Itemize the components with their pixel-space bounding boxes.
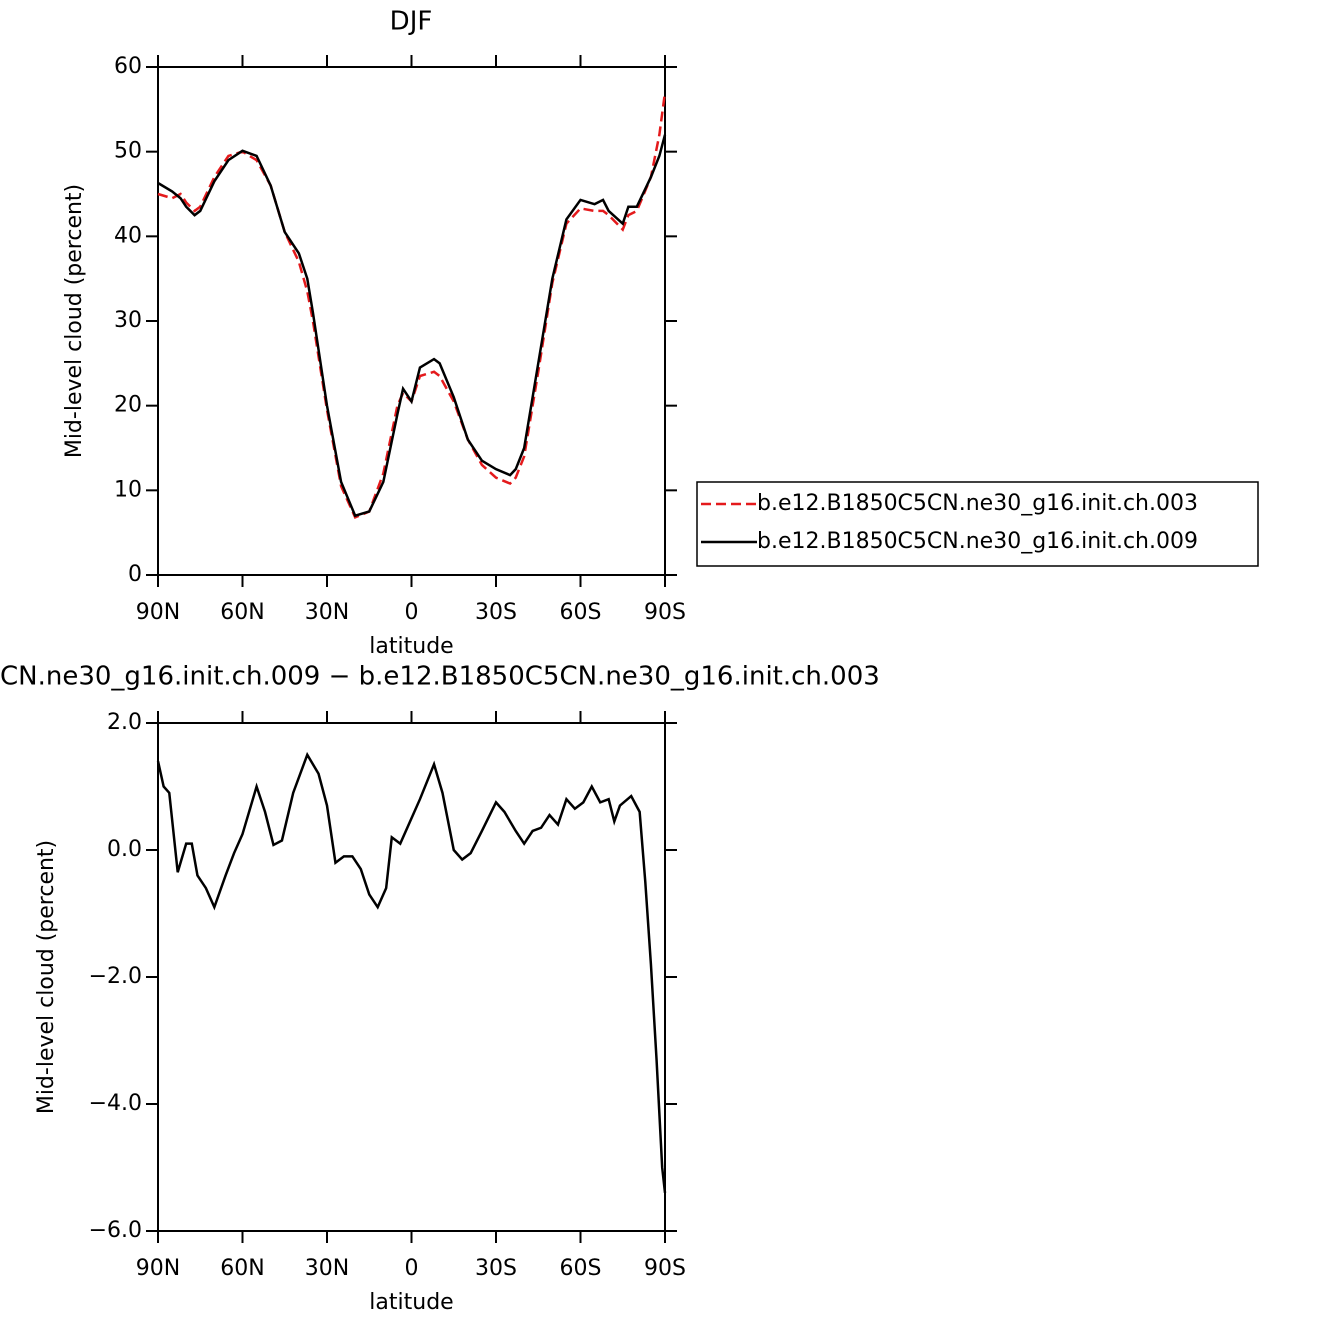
plot-frame xyxy=(157,722,666,1232)
plot-frame xyxy=(157,66,666,576)
chart-title: CN.ne30_g16.init.ch.009 − b.e12.B1850C5C… xyxy=(0,662,880,692)
x-axis-label: latitude xyxy=(369,1290,453,1315)
x-tick-label: 90N xyxy=(136,1256,180,1281)
y-tick-label: 30 xyxy=(114,308,142,333)
y-tick-label: 0.0 xyxy=(107,837,142,862)
y-tick-label: 10 xyxy=(114,477,142,502)
y-tick-label: −6.0 xyxy=(89,1218,142,1243)
x-tick-label: 90S xyxy=(644,600,686,625)
y-tick-label: −4.0 xyxy=(89,1091,142,1116)
series-line xyxy=(157,134,667,518)
x-tick-label: 90N xyxy=(136,600,180,625)
x-tick-label: 30S xyxy=(475,600,517,625)
x-tick-label: 0 xyxy=(405,1256,419,1281)
x-tick-label: 90S xyxy=(644,1256,686,1281)
x-tick-label: 60S xyxy=(560,600,602,625)
y-tick-label: 50 xyxy=(114,139,142,164)
x-tick-label: 60N xyxy=(220,600,264,625)
x-tick-label: 30N xyxy=(305,1256,349,1281)
y-tick-label: 60 xyxy=(114,54,142,79)
x-tick-label: 0 xyxy=(405,600,419,625)
y-tick-label: −2.0 xyxy=(89,964,142,989)
y-tick-label: 40 xyxy=(114,223,142,248)
y-tick-label: 0 xyxy=(128,562,142,587)
y-axis-label: Mid-level cloud (percent) xyxy=(34,840,59,1114)
y-tick-label: 20 xyxy=(114,393,142,418)
x-tick-label: 30S xyxy=(475,1256,517,1281)
legend-label: b.e12.B1850C5CN.ne30_g16.init.ch.003 xyxy=(757,491,1198,516)
x-tick-label: 60N xyxy=(220,1256,264,1281)
y-axis-label: Mid-level cloud (percent) xyxy=(62,184,87,458)
y-tick-label: 2.0 xyxy=(107,710,142,735)
x-tick-label: 60S xyxy=(560,1256,602,1281)
chart-title: DJF xyxy=(390,7,433,37)
x-tick-label: 30N xyxy=(305,600,349,625)
x-axis-label: latitude xyxy=(369,634,453,659)
legend-box xyxy=(696,481,1259,567)
legend-label: b.e12.B1850C5CN.ne30_g16.init.ch.009 xyxy=(757,529,1198,554)
series-line xyxy=(156,751,667,1194)
